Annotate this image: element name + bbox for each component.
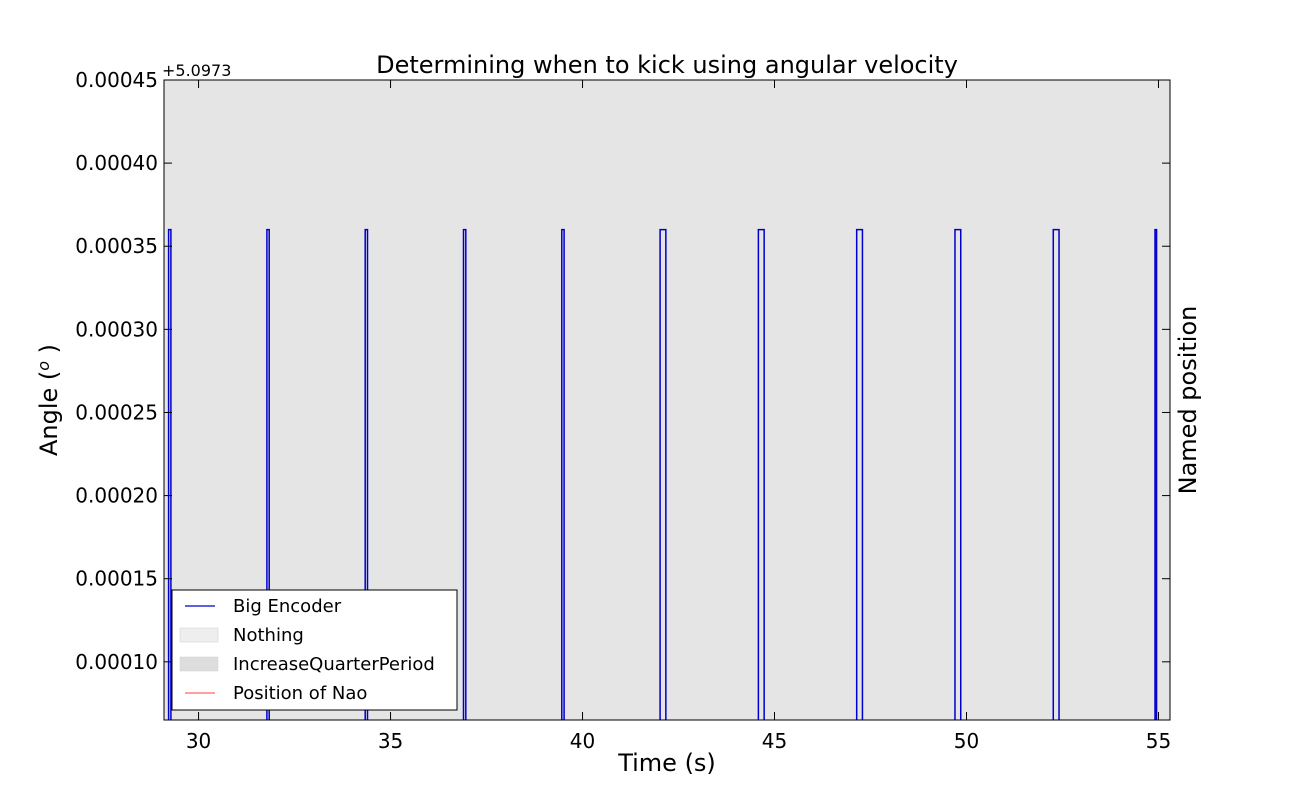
y-axis-ticks: 0.00010 0.00015 0.00020 0.00025 0.00030 0.000… — [75, 68, 1170, 674]
series-pulse — [167, 228, 172, 720]
y-tick-label: 0.00030 — [75, 317, 158, 341]
x-tick-label: 50 — [954, 729, 979, 753]
y-tick-label: 0.00025 — [75, 400, 158, 424]
series-pulse — [855, 228, 864, 720]
legend-entry-label: Big Encoder — [233, 596, 342, 617]
x-tick-label: 40 — [570, 729, 595, 753]
y-axis-label-symbol: o — [34, 361, 53, 371]
y-offset-label: +5.0973 — [162, 61, 231, 80]
series-pulse — [659, 228, 667, 720]
plot-frame — [163, 79, 1171, 721]
series-pulse — [266, 228, 270, 720]
legend-entry-label: Position of Nao — [233, 683, 367, 704]
x-tick-label: 55 — [1146, 729, 1171, 753]
x-axis-label: Time (s) — [617, 749, 716, 777]
x-tick-label: 35 — [378, 729, 403, 753]
y-axis-label-close: ) — [35, 344, 63, 361]
x-axis-ticks: 30 35 40 45 50 55 — [186, 80, 1171, 753]
y-axis-label-right: Named position — [1174, 306, 1202, 495]
y-tick-label: 0.00020 — [75, 484, 158, 508]
legend-entry-label: Nothing — [233, 625, 304, 646]
series-pulse — [561, 228, 565, 720]
legend-entry-label: IncreaseQuarterPeriod — [233, 654, 435, 675]
series-pulse — [954, 228, 962, 720]
y-tick-label: 0.00045 — [75, 68, 158, 92]
legend: Big Encoder Nothing IncreaseQuarterPeriod P… — [171, 589, 458, 711]
y-tick-label: 0.00010 — [75, 650, 158, 674]
series-pulse — [364, 228, 369, 720]
chart-title: Determining when to kick using angular v… — [376, 51, 958, 79]
legend-patch-swatch — [179, 656, 219, 672]
y-axis-label: Angle (o ) — [34, 344, 63, 456]
y-tick-label: 0.00015 — [75, 567, 158, 591]
series-pulse — [1052, 228, 1060, 720]
legend-patch-swatch — [179, 627, 219, 643]
series-pulse — [757, 228, 765, 720]
series-layer — [167, 228, 1158, 720]
y-tick-label: 0.00040 — [75, 151, 158, 175]
legend-box — [171, 589, 458, 711]
y-tick-label: 0.00035 — [75, 234, 158, 258]
y-axis-label-text: Angle ( — [35, 371, 63, 456]
series-pulse — [462, 228, 467, 720]
x-tick-label: 45 — [762, 729, 787, 753]
x-tick-label: 30 — [186, 729, 211, 753]
series-pulse — [1154, 228, 1158, 720]
